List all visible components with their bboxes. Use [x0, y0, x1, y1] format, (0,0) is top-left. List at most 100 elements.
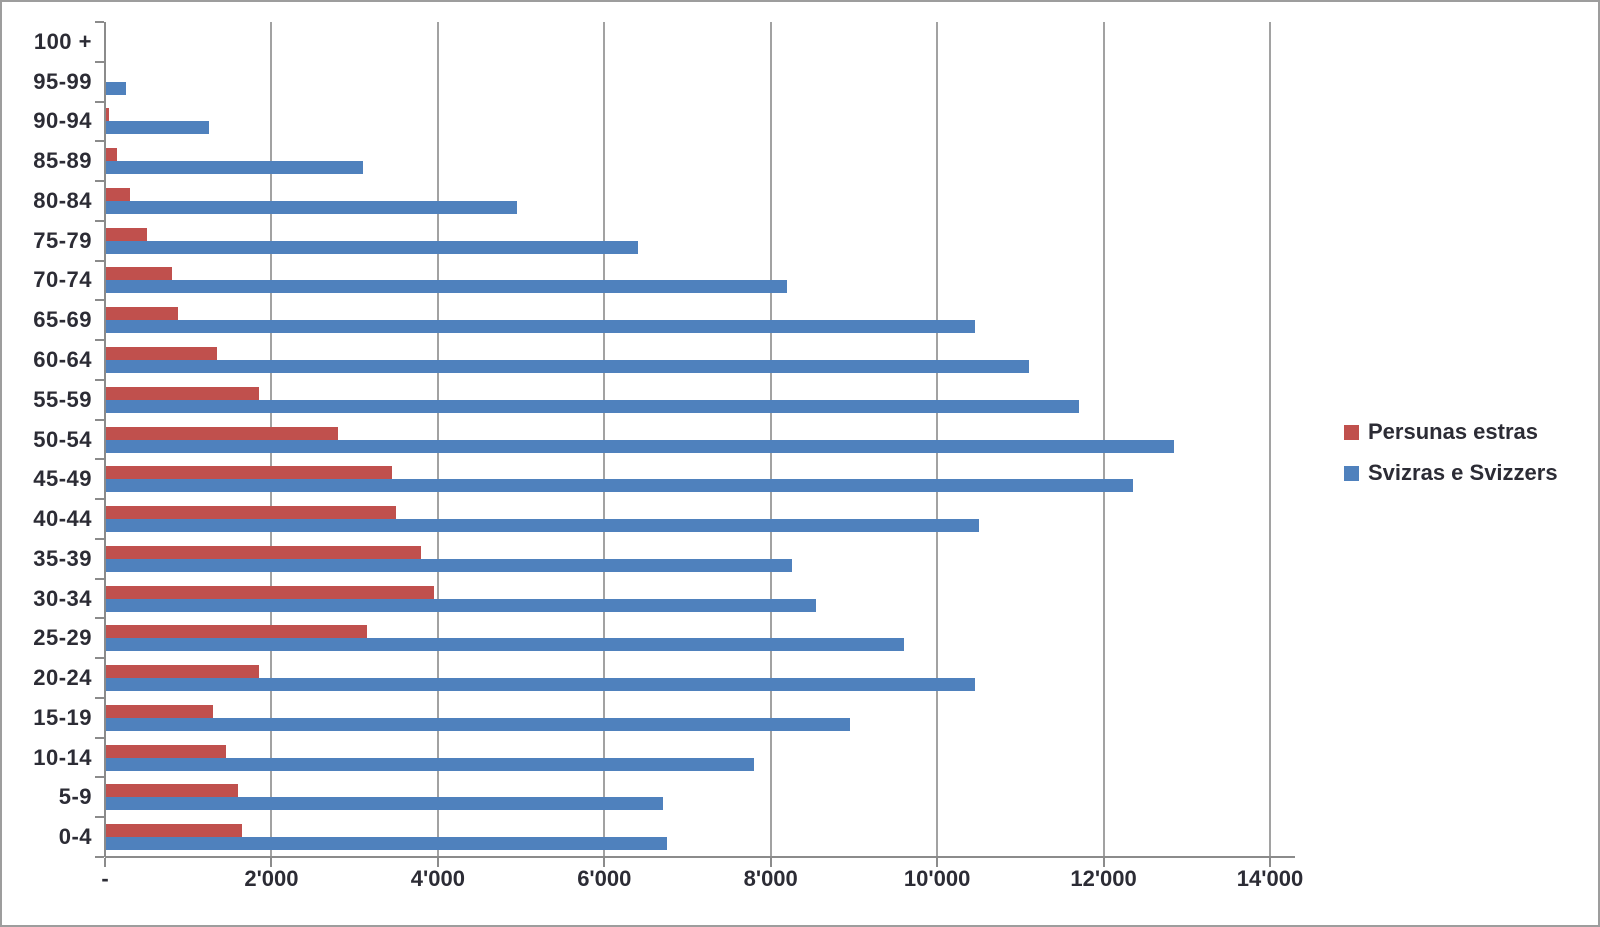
y-axis-label: 5-9	[58, 784, 92, 810]
bar-blue-5-9	[105, 797, 663, 811]
y-axis-label: 60-64	[33, 347, 92, 372]
y-axis-label: 40-44	[33, 506, 92, 532]
x-axis-tick	[270, 858, 273, 867]
bar-row-30-34	[105, 579, 1295, 619]
y-axis-line	[104, 22, 106, 857]
y-axis-tick	[95, 577, 104, 580]
bar-red-80-84	[105, 187, 130, 201]
bar-red-35-39	[105, 545, 422, 559]
bar-blue-40-44	[105, 519, 979, 533]
y-axis-tick	[95, 856, 104, 858]
bar-blue-20-24	[105, 678, 975, 692]
x-axis-tick-label: 8'000	[743, 866, 798, 891]
bar-blue-80-84	[105, 200, 517, 214]
bar-row-35-39	[105, 539, 1295, 579]
y-axis-tick	[95, 776, 104, 779]
bar-row-45-49	[105, 459, 1295, 499]
legend-label: Persunas estras	[1368, 419, 1538, 444]
y-axis-tick	[95, 140, 104, 143]
bar-blue-55-59	[105, 399, 1079, 413]
legend-label: Svizras e Svizzers	[1368, 460, 1558, 485]
y-axis-label: 55-59	[33, 386, 92, 412]
y-axis-label: 10-14	[33, 744, 92, 770]
y-axis-labels: 100 + 95-99 90-94 85-89 80-84 75-79 70-74 65-69…	[2, 22, 92, 857]
y-axis-tick	[95, 339, 104, 342]
bar-red-30-34	[105, 585, 434, 599]
y-axis-tick	[95, 180, 104, 183]
bar-red-75-79	[105, 227, 147, 241]
bar-row-80-84	[105, 181, 1295, 221]
y-axis-label: 25-29	[33, 625, 92, 651]
bar-blue-0-4	[105, 837, 667, 851]
bar-row-50-54	[105, 420, 1295, 460]
bar-row-65-69	[105, 300, 1295, 340]
bar-red-5-9	[105, 784, 239, 798]
y-axis-tick	[95, 219, 104, 222]
x-axis-tick-label: 2'000	[244, 866, 299, 891]
x-axis-tick-label: 4'000	[410, 866, 465, 891]
bar-red-15-19	[105, 704, 214, 718]
y-axis-label: 20-24	[33, 665, 92, 691]
bar-red-20-24	[105, 665, 259, 679]
y-axis-label: 50-54	[33, 426, 92, 452]
y-axis-label: 70-74	[33, 267, 92, 293]
bar-blue-85-89	[105, 161, 363, 175]
y-axis-tick	[95, 299, 104, 302]
x-axis-tick-label: 10'000	[903, 866, 971, 891]
y-axis-label: 100 +	[33, 28, 92, 54]
bar-row-90-94	[105, 102, 1295, 142]
gridline-12000	[1102, 22, 1105, 857]
gridline-6000	[603, 22, 606, 857]
legend-swatch-blue-icon	[1344, 465, 1359, 481]
x-axis-tick	[769, 858, 772, 867]
gridline-14000	[1269, 22, 1271, 857]
bar-red-25-29	[105, 625, 368, 639]
bar-blue-70-74	[105, 280, 788, 294]
bar-row-60-64	[105, 340, 1295, 380]
bar-red-85-89	[105, 148, 118, 162]
bar-row-100+	[105, 22, 1295, 62]
bar-red-55-59	[105, 386, 259, 400]
bar-blue-75-79	[105, 240, 638, 254]
bar-blue-15-19	[105, 717, 850, 731]
bar-red-45-49	[105, 466, 393, 480]
y-axis-tick	[95, 617, 104, 620]
y-axis-label: 80-84	[33, 187, 92, 213]
bar-row-95-99	[105, 62, 1295, 102]
bar-blue-35-39	[105, 558, 792, 572]
bar-row-15-19	[105, 698, 1295, 738]
bar-row-40-44	[105, 499, 1295, 539]
x-axis-line	[105, 856, 1295, 858]
bar-red-0-4	[105, 824, 243, 838]
bar-row-20-24	[105, 658, 1295, 698]
legend-swatch-red-icon	[1344, 424, 1359, 440]
bar-row-75-79	[105, 221, 1295, 261]
y-axis-label: 65-69	[33, 307, 92, 333]
bar-row-25-29	[105, 618, 1295, 658]
y-axis-tick	[95, 816, 104, 819]
bar-red-70-74	[105, 267, 172, 281]
y-axis-label: 35-39	[33, 545, 92, 571]
y-axis-tick	[95, 537, 104, 540]
bar-row-10-14	[105, 738, 1295, 778]
y-axis-tick	[95, 378, 104, 381]
x-axis-tick-label: -	[101, 866, 109, 891]
y-axis-label: 30-34	[33, 585, 92, 611]
y-axis-tick	[95, 259, 104, 262]
bar-blue-65-69	[105, 320, 975, 334]
x-axis-tick	[104, 858, 106, 867]
bar-red-50-54	[105, 426, 338, 440]
gridline-10000	[936, 22, 939, 857]
y-axis-tick	[95, 458, 104, 461]
gridline-8000	[769, 22, 772, 857]
bar-row-5-9	[105, 778, 1295, 818]
bar-blue-95-99	[105, 81, 126, 95]
y-axis-label: 0-4	[58, 824, 92, 850]
bar-red-10-14	[105, 744, 226, 758]
bar-rows	[105, 22, 1295, 857]
bar-red-90-94	[105, 108, 110, 122]
bar-blue-45-49	[105, 479, 1133, 493]
bar-row-70-74	[105, 261, 1295, 301]
y-axis-tick	[95, 100, 104, 103]
